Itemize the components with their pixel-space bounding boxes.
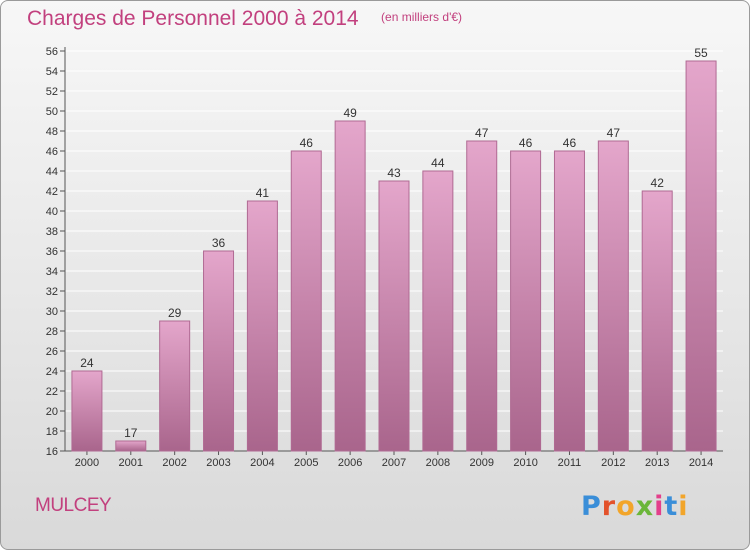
bar bbox=[334, 120, 366, 452]
x-tick-label: 2011 bbox=[558, 457, 582, 469]
y-tick-label: 20 bbox=[46, 406, 58, 418]
y-tick-label: 32 bbox=[46, 286, 58, 298]
x-tick-label: 2010 bbox=[513, 457, 537, 469]
x-tick-label: 2002 bbox=[162, 457, 186, 469]
y-tick-label: 54 bbox=[46, 66, 58, 78]
y-tick-label: 16 bbox=[46, 446, 58, 458]
chart-subtitle: (en milliers d'€) bbox=[381, 10, 463, 24]
x-tick-label: 2008 bbox=[426, 457, 450, 469]
bar bbox=[378, 180, 410, 452]
data-label: 46 bbox=[563, 136, 577, 150]
y-tick-label: 42 bbox=[46, 186, 58, 198]
y-tick-label: 50 bbox=[46, 106, 58, 118]
data-label: 49 bbox=[343, 106, 357, 120]
logo-letter: i bbox=[654, 491, 665, 522]
bars bbox=[71, 60, 717, 452]
data-label: 17 bbox=[124, 426, 138, 440]
logo-letter: i bbox=[678, 491, 689, 522]
data-label: 41 bbox=[256, 186, 270, 200]
x-tick-label: 2004 bbox=[250, 457, 274, 469]
bar bbox=[159, 320, 191, 452]
y-tick-label: 38 bbox=[46, 226, 58, 238]
bar bbox=[466, 140, 498, 452]
y-tick-label: 48 bbox=[46, 126, 58, 138]
x-tick-label: 2005 bbox=[294, 457, 318, 469]
x-tick-label: 2001 bbox=[119, 457, 143, 469]
y-tick-label: 46 bbox=[46, 146, 58, 158]
y-tick-label: 28 bbox=[46, 326, 58, 338]
bar bbox=[290, 150, 322, 452]
bar bbox=[553, 150, 585, 452]
axes: 16 18 20 22 24 26 28 30 32 34 36 38 40 42 44 46 48 50 52 54… bbox=[46, 46, 723, 469]
data-label: 43 bbox=[387, 166, 401, 180]
bar bbox=[685, 60, 717, 452]
logo-letter: r bbox=[601, 491, 617, 522]
x-tick-label: 2009 bbox=[469, 457, 493, 469]
logo-letter: o bbox=[616, 491, 636, 522]
chart-title: Charges de Personnel 2000 à 2014 bbox=[27, 7, 359, 30]
bar bbox=[71, 370, 103, 452]
data-labels: 24 17 29 36 41 46 49 43 44 47 46 46 47 42 55 bbox=[80, 46, 708, 440]
y-tick-label: 26 bbox=[46, 346, 58, 358]
logo-letter: P bbox=[581, 491, 602, 522]
logo-letter: t bbox=[664, 491, 679, 522]
proxiti-logo: Proxiti bbox=[581, 491, 689, 522]
y-tick-label: 22 bbox=[46, 386, 58, 398]
x-tick-label: 2013 bbox=[645, 457, 669, 469]
y-tick-label: 18 bbox=[46, 426, 58, 438]
title-row: Charges de Personnel 2000 à 2014 (en mil… bbox=[27, 7, 462, 31]
y-tick-label: 34 bbox=[46, 266, 58, 278]
data-label: 44 bbox=[431, 156, 445, 170]
data-label: 47 bbox=[475, 126, 489, 140]
bar bbox=[203, 250, 235, 452]
y-tick-label: 44 bbox=[46, 166, 58, 178]
bar bbox=[115, 440, 147, 452]
data-label: 36 bbox=[212, 236, 226, 250]
x-tick-label: 2000 bbox=[75, 457, 99, 469]
data-label: 55 bbox=[694, 46, 708, 60]
data-label: 24 bbox=[80, 356, 94, 370]
x-tick-label: 2012 bbox=[601, 457, 625, 469]
x-tick-label: 2003 bbox=[206, 457, 230, 469]
x-tick-label: 2006 bbox=[338, 457, 362, 469]
y-tick-label: 56 bbox=[46, 46, 58, 58]
bar bbox=[641, 190, 673, 452]
bar bbox=[510, 150, 542, 452]
y-tick-label: 40 bbox=[46, 206, 58, 218]
data-label: 46 bbox=[300, 136, 314, 150]
data-label: 46 bbox=[519, 136, 533, 150]
data-label: 29 bbox=[168, 306, 182, 320]
x-tick-label: 2007 bbox=[382, 457, 406, 469]
logo-letter: x bbox=[635, 491, 655, 522]
data-label: 42 bbox=[651, 176, 665, 190]
bar bbox=[246, 200, 278, 452]
y-tick-label: 30 bbox=[46, 306, 58, 318]
y-tick-label: 36 bbox=[46, 246, 58, 258]
commune-name: MULCEY bbox=[35, 495, 112, 516]
y-tick-label: 24 bbox=[46, 366, 58, 378]
bar bbox=[597, 140, 629, 452]
data-label: 47 bbox=[607, 126, 621, 140]
x-tick-label: 2014 bbox=[689, 457, 713, 469]
y-tick-label: 52 bbox=[46, 86, 58, 98]
bar bbox=[422, 170, 454, 452]
